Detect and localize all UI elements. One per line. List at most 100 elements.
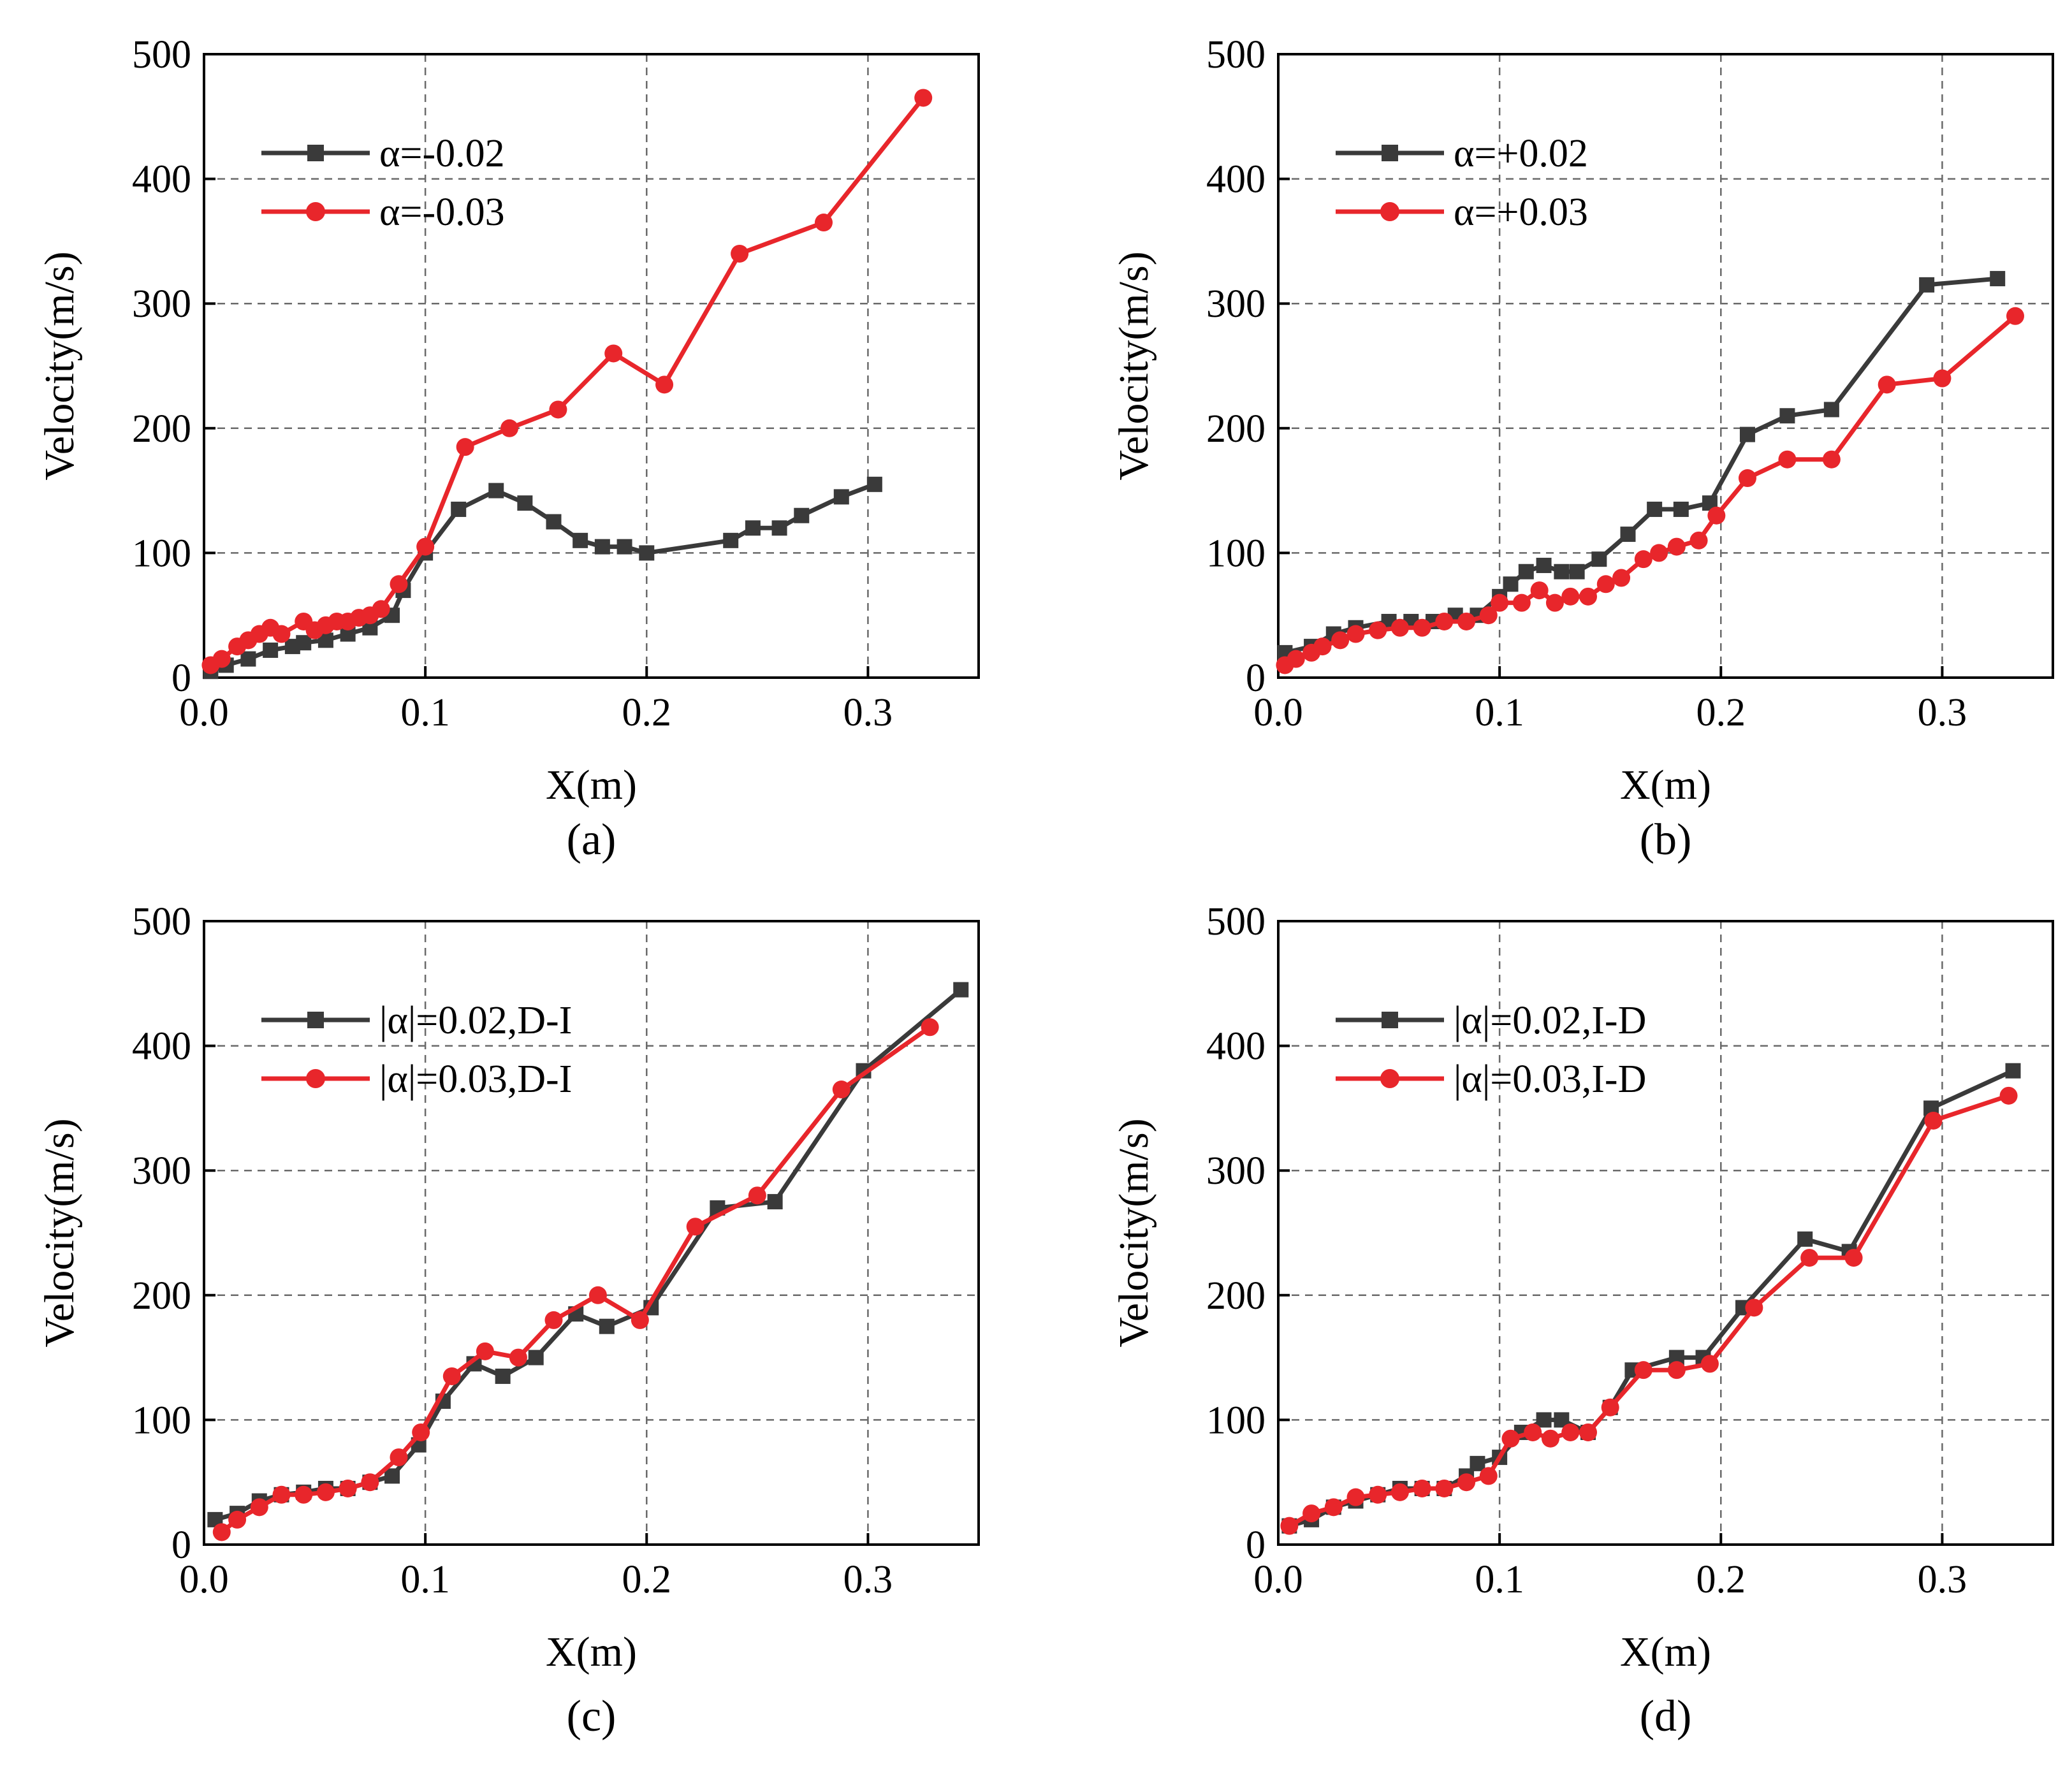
data-point-square bbox=[953, 982, 969, 998]
y-tick-label: 400 bbox=[132, 158, 191, 201]
data-point-circle bbox=[1800, 1249, 1819, 1267]
x-axis-title: X(m) bbox=[1620, 762, 1711, 808]
data-point-circle bbox=[250, 1498, 268, 1517]
y-tick-label: 400 bbox=[1206, 1025, 1266, 1068]
data-point-circle bbox=[1413, 1479, 1431, 1497]
plot-frame bbox=[203, 53, 980, 679]
x-axis-title: X(m) bbox=[1620, 1629, 1711, 1675]
data-point-circle bbox=[1280, 1517, 1299, 1535]
x-tick-label: 0.2 bbox=[622, 1558, 672, 1601]
y-axis-title: Velocity(m/s) bbox=[1111, 251, 1157, 480]
x-tick-label: 0.1 bbox=[400, 691, 450, 734]
data-point-circle bbox=[1346, 625, 1365, 643]
x-tick-label: 0.3 bbox=[1918, 1558, 1967, 1601]
y-tick-label: 100 bbox=[1206, 532, 1266, 575]
data-point-circle bbox=[1479, 1467, 1498, 1485]
data-point-circle bbox=[476, 1342, 494, 1360]
legend-marker-circle bbox=[1380, 1069, 1399, 1088]
data-point-square bbox=[771, 520, 787, 536]
x-tick-label: 0.1 bbox=[1475, 691, 1524, 734]
data-point-square bbox=[451, 501, 467, 517]
legend-marker-circle bbox=[1380, 202, 1399, 221]
data-point-square bbox=[767, 1194, 783, 1210]
data-point-circle bbox=[1579, 587, 1597, 606]
data-point-circle bbox=[631, 1311, 649, 1329]
x-tick-label: 0.1 bbox=[1475, 1558, 1524, 1601]
data-point-square bbox=[528, 1350, 544, 1365]
data-point-square bbox=[384, 1468, 400, 1484]
data-point-circle bbox=[686, 1218, 704, 1236]
data-point-circle bbox=[1844, 1249, 1863, 1267]
y-tick-label: 500 bbox=[1206, 900, 1266, 943]
x-tick-label: 0.2 bbox=[622, 691, 672, 734]
data-point-circle bbox=[509, 1348, 527, 1367]
panel-caption: (b) bbox=[1640, 815, 1692, 864]
data-point-square bbox=[1503, 576, 1519, 592]
series-line-1 bbox=[1284, 276, 1998, 655]
data-point-circle bbox=[748, 1186, 766, 1205]
y-tick-label: 400 bbox=[1206, 158, 1266, 201]
data-point-circle bbox=[1700, 1355, 1719, 1373]
legend-marker-square bbox=[1382, 145, 1398, 161]
y-tick-label: 200 bbox=[132, 1274, 191, 1318]
data-point-square bbox=[616, 539, 632, 555]
legend-label: α=+0.02 bbox=[1454, 132, 1588, 175]
legend-label: |α|=0.02,D-I bbox=[379, 999, 572, 1042]
data-point-circle bbox=[1707, 506, 1726, 525]
data-point-circle bbox=[339, 1479, 357, 1497]
data-point-circle bbox=[1287, 650, 1305, 668]
data-point-circle bbox=[1650, 544, 1668, 562]
series-line-2 bbox=[1283, 314, 2017, 667]
legend-marker-square bbox=[1382, 1012, 1398, 1028]
legend-marker-circle bbox=[306, 202, 325, 221]
legend-label: |α|=0.03,D-I bbox=[379, 1058, 572, 1101]
data-point-circle bbox=[1457, 612, 1476, 630]
data-point-circle bbox=[412, 1423, 430, 1441]
data-point-square bbox=[639, 545, 655, 561]
data-point-circle bbox=[1313, 637, 1332, 656]
y-tick-label: 300 bbox=[1206, 1149, 1266, 1193]
data-point-circle bbox=[1561, 587, 1580, 606]
panel-c: 0.0 0.1 0.2 0.3 0 100 200 300 400 500 X(m) Velocity… bbox=[36, 900, 980, 1741]
data-point-square bbox=[1919, 277, 1935, 293]
legend-label: α=+0.03 bbox=[1454, 191, 1588, 234]
data-point-circle bbox=[416, 537, 435, 556]
data-point-circle bbox=[390, 1448, 408, 1467]
x-tick-label: 0.3 bbox=[843, 691, 893, 734]
legend-label: α=-0.02 bbox=[379, 132, 505, 175]
data-point-circle bbox=[1530, 581, 1549, 600]
data-point-square bbox=[723, 532, 739, 548]
data-point-circle bbox=[442, 1367, 461, 1385]
data-point-circle bbox=[212, 650, 231, 668]
data-point-circle bbox=[1778, 450, 1797, 469]
y-tick-label: 100 bbox=[132, 532, 191, 575]
data-point-square bbox=[263, 642, 279, 658]
data-point-circle bbox=[1612, 569, 1631, 587]
data-point-circle bbox=[1596, 575, 1615, 593]
data-point-circle bbox=[1667, 537, 1686, 556]
data-point-circle bbox=[1689, 531, 1708, 550]
data-point-square bbox=[1518, 564, 1534, 579]
series-line-2 bbox=[220, 1025, 931, 1534]
data-point-square bbox=[546, 514, 562, 530]
legend-label: |α|=0.02,I-D bbox=[1454, 999, 1646, 1042]
data-point-circle bbox=[1331, 631, 1350, 650]
data-point-circle bbox=[272, 625, 291, 643]
series-line-1 bbox=[1288, 1068, 2014, 1529]
data-point-circle bbox=[1878, 375, 1896, 394]
y-tick-label: 0 bbox=[171, 657, 191, 700]
y-tick-label: 0 bbox=[171, 1524, 191, 1567]
panel-caption: (c) bbox=[567, 1692, 616, 1741]
panel-caption: (d) bbox=[1640, 1692, 1692, 1741]
x-tick-label: 0.1 bbox=[400, 1558, 450, 1601]
x-tick-label: 0.2 bbox=[1696, 691, 1746, 734]
data-point-circle bbox=[1390, 1483, 1409, 1501]
data-point-circle bbox=[1435, 612, 1454, 630]
y-tick-label: 300 bbox=[1206, 282, 1266, 326]
data-point-circle bbox=[655, 375, 674, 394]
data-point-circle bbox=[1369, 1485, 1387, 1504]
data-point-circle bbox=[390, 575, 408, 593]
data-point-square bbox=[745, 520, 761, 536]
y-tick-label: 100 bbox=[132, 1399, 191, 1442]
data-point-circle bbox=[1435, 1479, 1454, 1497]
